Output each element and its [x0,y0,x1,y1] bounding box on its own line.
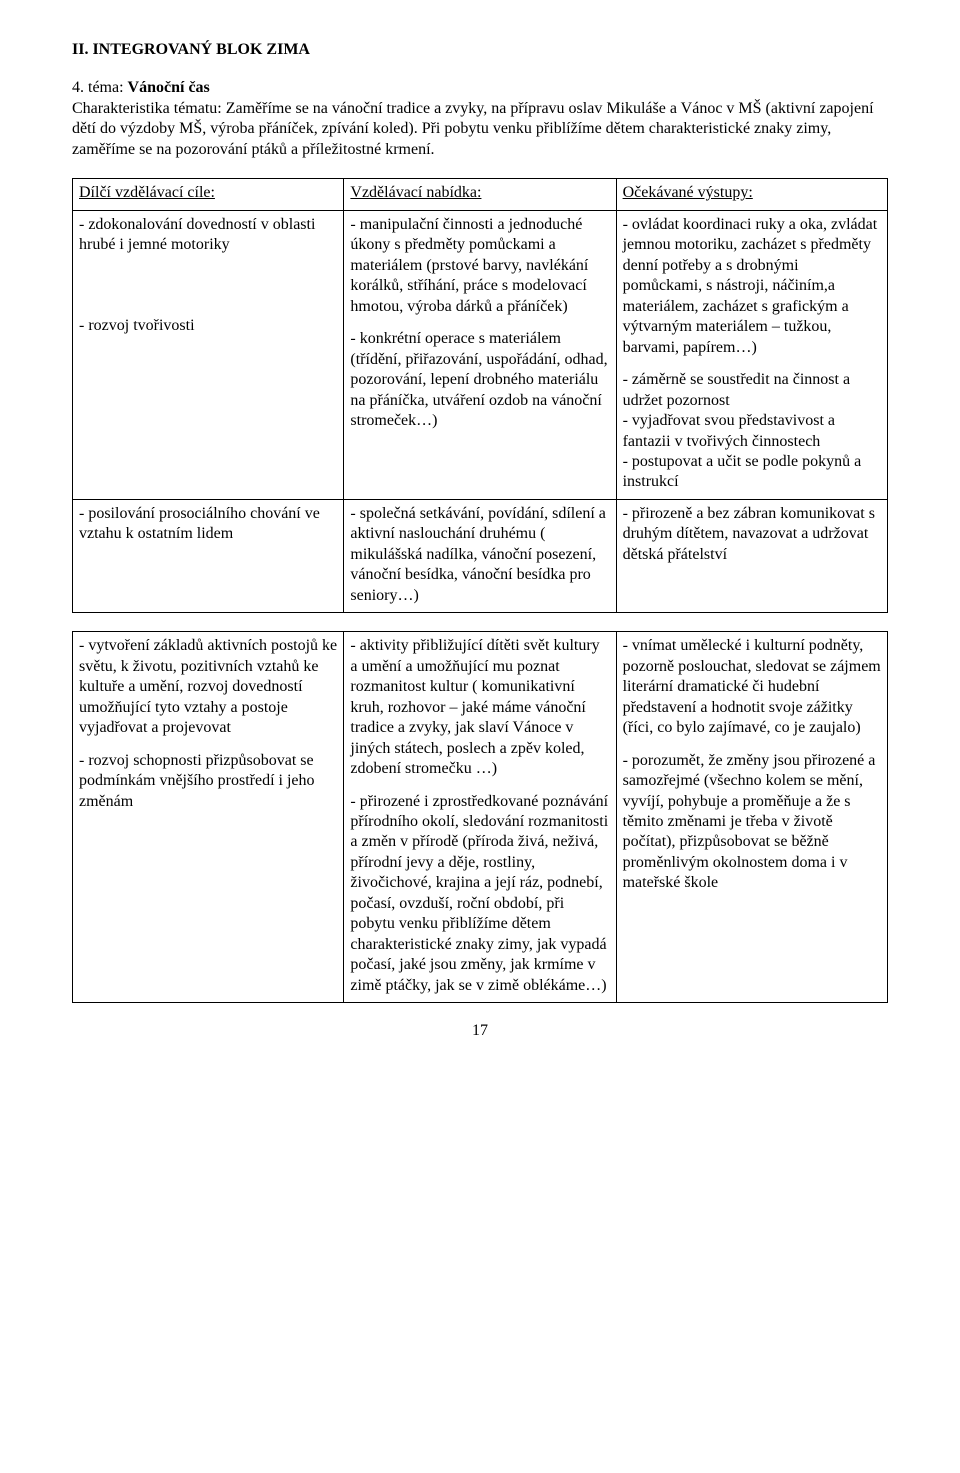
theme-number-label: 4. téma: [72,79,128,96]
theme-paragraph: 4. téma: Vánoční čas Charakteristika tém… [72,78,888,160]
cell-text: - posilování prosociálního chování ve vz… [79,504,337,545]
cell-text: - konkrétní operace s materiálem (tříděn… [350,329,609,431]
table-row: - vytvoření základů aktivních postojů ke… [73,632,888,1003]
cell-text: - přirozeně a bez zábran komunikovat s d… [623,504,881,565]
cell-goals: - zdokonalování dovedností v oblasti hru… [73,210,344,499]
section-heading: II. INTEGROVANÝ BLOK ZIMA [72,40,888,60]
cell-text: - vytvoření základů aktivních postojů ke… [79,636,337,738]
page-number: 17 [72,1021,888,1041]
cell-outcomes: - ovládat koordinaci ruky a oka, zvládat… [616,210,887,499]
cell-text: - ovládat koordinaci ruky a oka, zvládat… [623,215,881,358]
cell-offer: - aktivity přibližující dítěti svět kult… [344,632,616,1003]
cell-text: - přirozené i zprostředkované poznávání … [350,792,609,997]
cell-text: - zdokonalování dovedností v oblasti hru… [79,215,337,256]
table-header-row: Dílčí vzdělávací cíle: Vzdělávací nabídk… [73,179,888,210]
cell-goals: - vytvoření základů aktivních postojů ke… [73,632,344,1003]
intro-text: Charakteristika tématu: Zaměříme se na v… [72,100,874,158]
col-header-offer: Vzdělávací nabídka: [344,179,616,210]
cell-text: - rozvoj tvořivosti [79,316,337,336]
cell-text: - manipulační činnosti a jednoduché úkon… [350,215,609,317]
table-row: - zdokonalování dovedností v oblasti hru… [73,210,888,499]
theme-title: Vánoční čas [128,79,210,96]
cell-offer: - společná setkávání, povídání, sdílení … [344,499,616,612]
cell-text: - rozvoj schopnosti přizpůsobovat se pod… [79,751,337,812]
cell-text: - záměrně se soustředit na činnost a udr… [623,370,881,493]
col-header-outcomes: Očekávané výstupy: [616,179,887,210]
cell-text: - společná setkávání, povídání, sdílení … [350,504,609,606]
cell-offer: - manipulační činnosti a jednoduché úkon… [344,210,616,499]
cell-text: - porozumět, že změny jsou přirozené a s… [623,751,881,894]
cell-goals: - posilování prosociálního chování ve vz… [73,499,344,612]
cell-text: - vnímat umělecké i kulturní podněty, po… [623,636,881,738]
cell-outcomes: - přirozeně a bez zábran komunikovat s d… [616,499,887,612]
cell-text: - aktivity přibližující dítěti svět kult… [350,636,609,779]
col-header-goals: Dílčí vzdělávací cíle: [73,179,344,210]
page: II. INTEGROVANÝ BLOK ZIMA 4. téma: Vánoč… [0,0,960,1066]
cell-outcomes: - vnímat umělecké i kulturní podněty, po… [616,632,887,1003]
content-table-1: Dílčí vzdělávací cíle: Vzdělávací nabídk… [72,178,888,613]
content-table-2: - vytvoření základů aktivních postojů ke… [72,631,888,1003]
table-row: - posilování prosociálního chování ve vz… [73,499,888,612]
